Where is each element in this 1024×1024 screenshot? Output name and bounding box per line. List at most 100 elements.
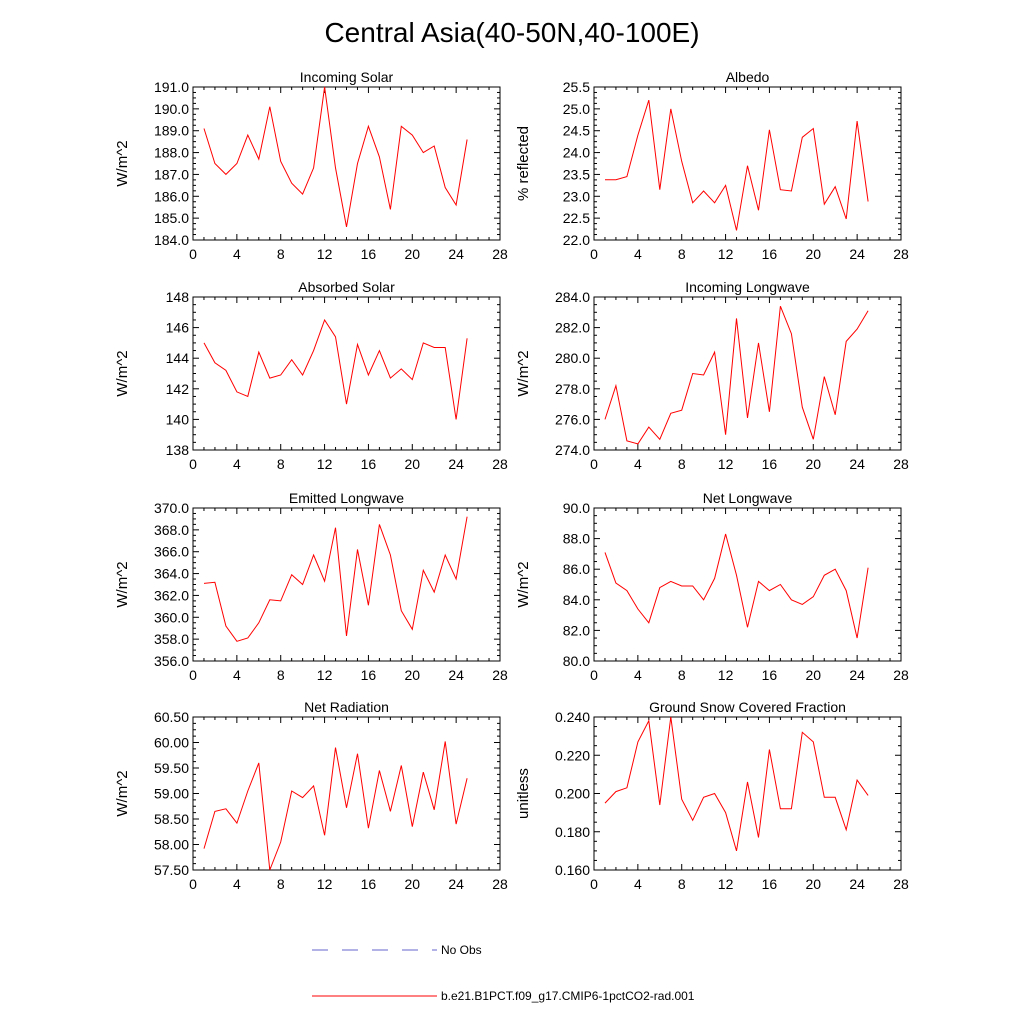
x-tick-label: 8 xyxy=(277,667,285,683)
plot-frame xyxy=(593,86,902,241)
x-tick-label: 0 xyxy=(189,246,197,262)
y-tick-label: 284.0 xyxy=(555,289,590,305)
x-tick-label: 12 xyxy=(317,246,333,262)
y-tick-label: 140 xyxy=(166,411,190,427)
y-tick-label: 0.160 xyxy=(555,862,590,878)
x-tick-label: 28 xyxy=(893,667,909,683)
series-line xyxy=(604,306,869,445)
x-tick-label: 0 xyxy=(590,456,598,472)
y-tick-label: 90.0 xyxy=(563,500,590,516)
x-tick-label: 4 xyxy=(233,876,241,892)
x-tick-label: 24 xyxy=(448,456,464,472)
y-tick-label: 358.0 xyxy=(154,631,189,647)
panel-title: Net Longwave xyxy=(703,490,793,506)
x-tick-label: 24 xyxy=(448,876,464,892)
y-tick-label: 360.0 xyxy=(154,609,189,625)
y-tick-label: 187.0 xyxy=(154,166,189,182)
x-tick-label: 24 xyxy=(849,667,865,683)
series-line xyxy=(203,318,468,420)
x-tick-label: 12 xyxy=(718,876,734,892)
y-tick-label: 22.5 xyxy=(563,210,590,226)
plot-frame xyxy=(192,716,501,871)
plot-frame xyxy=(192,296,501,451)
x-tick-label: 16 xyxy=(762,456,778,472)
series-line xyxy=(604,533,869,639)
y-tick-label: 86.0 xyxy=(563,561,590,577)
y-tick-label: 25.5 xyxy=(563,79,590,95)
x-tick-label: 20 xyxy=(404,876,420,892)
x-tick-label: 12 xyxy=(317,456,333,472)
x-tick-label: 20 xyxy=(404,456,420,472)
y-tick-label: 24.0 xyxy=(563,145,590,161)
panel-title: Absorbed Solar xyxy=(298,279,395,295)
x-tick-label: 24 xyxy=(448,667,464,683)
chart-panel: Incoming Longwave W/m^2 0 4 8 12 16 20 24 28 274.0… xyxy=(515,279,909,472)
x-tick-label: 28 xyxy=(492,667,508,683)
y-tick-label: 356.0 xyxy=(154,653,189,669)
y-tick-label: 148 xyxy=(166,289,190,305)
chart-panel: Incoming Solar W/m^2 0 4 8 12 16 20 24 28 184.0 185… xyxy=(114,69,508,262)
x-tick-label: 20 xyxy=(805,246,821,262)
panels-group: Incoming Solar W/m^2 0 4 8 12 16 20 24 28 184.0 185… xyxy=(114,69,909,892)
panel-title: Net Radiation xyxy=(304,699,389,715)
y-axis-label: W/m^2 xyxy=(114,350,131,396)
y-tick-label: 0.200 xyxy=(555,786,590,802)
plot-frame xyxy=(192,86,501,241)
x-tick-label: 28 xyxy=(492,876,508,892)
main-title: Central Asia(40-50N,40-100E) xyxy=(324,17,699,48)
panel-title: Ground Snow Covered Fraction xyxy=(649,699,846,715)
x-tick-label: 20 xyxy=(805,876,821,892)
y-tick-label: 188.0 xyxy=(154,145,189,161)
y-tick-label: 22.0 xyxy=(563,232,590,248)
chart-panel: Albedo % reflected 0 4 8 12 16 20 24 28 22.0 22.5 23… xyxy=(515,69,909,262)
y-tick-label: 144 xyxy=(166,350,190,366)
chart-panel: Net Radiation W/m^2 0 4 8 12 16 20 24 28 57.50 58.0… xyxy=(114,699,508,892)
x-tick-label: 12 xyxy=(317,667,333,683)
y-tick-label: 88.0 xyxy=(563,531,590,547)
x-tick-label: 24 xyxy=(849,876,865,892)
y-tick-label: 370.0 xyxy=(154,500,189,516)
x-tick-label: 8 xyxy=(277,246,285,262)
x-tick-label: 16 xyxy=(762,876,778,892)
series-line xyxy=(203,86,468,227)
x-tick-label: 28 xyxy=(893,246,909,262)
panel-title: Emitted Longwave xyxy=(289,490,404,506)
y-tick-label: 146 xyxy=(166,320,190,336)
y-tick-label: 57.50 xyxy=(154,862,189,878)
y-tick-label: 280.0 xyxy=(555,350,590,366)
y-tick-label: 60.50 xyxy=(154,709,189,725)
x-tick-label: 12 xyxy=(718,667,734,683)
y-tick-label: 82.0 xyxy=(563,622,590,638)
y-tick-label: 278.0 xyxy=(555,381,590,397)
y-tick-label: 186.0 xyxy=(154,188,189,204)
y-tick-label: 0.220 xyxy=(555,747,590,763)
x-tick-label: 4 xyxy=(634,246,642,262)
y-tick-label: 0.180 xyxy=(555,824,590,840)
x-tick-label: 12 xyxy=(317,876,333,892)
x-tick-label: 28 xyxy=(893,876,909,892)
y-tick-label: 368.0 xyxy=(154,522,189,538)
y-axis-label: W/m^2 xyxy=(114,140,131,186)
y-tick-label: 23.0 xyxy=(563,188,590,204)
x-tick-label: 8 xyxy=(678,667,686,683)
x-tick-label: 20 xyxy=(805,456,821,472)
y-axis-label: W/m^2 xyxy=(515,350,532,396)
x-tick-label: 8 xyxy=(277,876,285,892)
panel-title: Albedo xyxy=(726,69,770,85)
y-tick-label: 0.240 xyxy=(555,709,590,725)
legend-label-model: b.e21.B1PCT.f09_g17.CMIP6-1pctCO2-rad.00… xyxy=(441,989,695,1003)
x-tick-label: 4 xyxy=(634,667,642,683)
x-tick-label: 8 xyxy=(678,876,686,892)
panel-title: Incoming Longwave xyxy=(685,279,810,295)
x-tick-label: 0 xyxy=(590,667,598,683)
series-line xyxy=(203,741,468,871)
y-axis-label: % reflected xyxy=(515,126,532,201)
y-tick-label: 366.0 xyxy=(154,544,189,560)
y-tick-label: 184.0 xyxy=(154,232,189,248)
chart-panel: Absorbed Solar W/m^2 0 4 8 12 16 20 24 28 138 140 14… xyxy=(114,279,508,472)
plot-frame xyxy=(593,716,902,871)
y-tick-label: 84.0 xyxy=(563,592,590,608)
chart-panel: Ground Snow Covered Fraction unitless 0 4 8 1… xyxy=(515,699,909,892)
x-tick-label: 16 xyxy=(361,667,377,683)
x-tick-label: 4 xyxy=(233,456,241,472)
